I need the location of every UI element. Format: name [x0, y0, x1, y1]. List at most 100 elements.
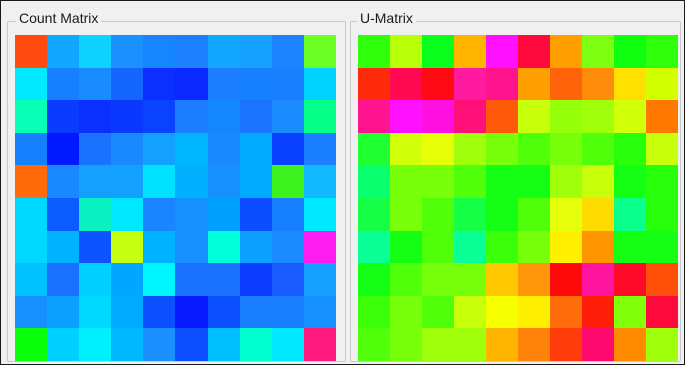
count-matrix-cell	[79, 165, 112, 198]
count-matrix-cell	[303, 197, 336, 231]
count-matrix-cell	[271, 67, 304, 101]
u-matrix-cell	[518, 263, 550, 296]
u-matrix-cell	[390, 230, 422, 264]
u-matrix-cell	[550, 35, 582, 68]
u-matrix-cell	[422, 263, 454, 296]
u-matrix-cell	[550, 132, 582, 166]
u-matrix-cell	[454, 328, 486, 361]
count-matrix-cell	[143, 295, 176, 329]
count-matrix-cell	[303, 263, 336, 296]
u-matrix-cell	[358, 263, 390, 296]
u-matrix-cell	[358, 35, 390, 68]
count-matrix-cell	[239, 35, 272, 68]
u-matrix-cell	[454, 35, 486, 68]
count-matrix-cell	[271, 263, 304, 296]
u-matrix-cell	[550, 328, 582, 361]
count-matrix-cell	[207, 230, 240, 264]
count-matrix-cell	[111, 165, 144, 198]
u-matrix-cell	[582, 295, 614, 329]
count-matrix-cell	[175, 197, 208, 231]
u-matrix-title: U-Matrix	[357, 9, 416, 27]
count-matrix-cell	[79, 197, 112, 231]
u-matrix-cell	[358, 67, 390, 101]
u-matrix-cell	[582, 67, 614, 101]
count-matrix-cell	[143, 35, 176, 68]
count-matrix-cell	[175, 35, 208, 68]
u-matrix-cell	[486, 165, 518, 198]
count-matrix-cell	[207, 165, 240, 198]
count-matrix-cell	[47, 35, 80, 68]
count-matrix-cell	[175, 230, 208, 264]
u-matrix-cell	[390, 263, 422, 296]
count-matrix-cell	[303, 165, 336, 198]
u-matrix-cell	[390, 295, 422, 329]
u-matrix-cell	[486, 100, 518, 133]
count-matrix-cell	[79, 230, 112, 264]
u-matrix-cell	[646, 295, 678, 329]
u-matrix-cell	[518, 35, 550, 68]
count-matrix-cell	[207, 132, 240, 166]
u-matrix-cell	[518, 100, 550, 133]
u-matrix-cell	[390, 132, 422, 166]
count-matrix-cell	[15, 328, 48, 361]
count-matrix-cell	[271, 35, 304, 68]
u-matrix-cell	[518, 295, 550, 329]
u-matrix-cell	[582, 197, 614, 231]
count-matrix-cell	[175, 295, 208, 329]
u-matrix-cell	[358, 100, 390, 133]
count-matrix-title: Count Matrix	[16, 9, 102, 27]
count-matrix-cell	[303, 328, 336, 361]
u-matrix-cell	[582, 230, 614, 264]
count-matrix-cell	[303, 100, 336, 133]
u-matrix-cell	[582, 263, 614, 296]
u-matrix-cell	[422, 35, 454, 68]
u-matrix-cell	[550, 100, 582, 133]
u-matrix-cell	[614, 67, 646, 101]
count-matrix-cell	[79, 295, 112, 329]
u-matrix-cell	[518, 197, 550, 231]
count-matrix-cell	[47, 165, 80, 198]
u-matrix-cell	[518, 67, 550, 101]
u-matrix-cell	[422, 328, 454, 361]
u-matrix-cell	[646, 67, 678, 101]
u-matrix-cell	[614, 197, 646, 231]
u-matrix-cell	[390, 328, 422, 361]
count-matrix-cell	[303, 67, 336, 101]
count-matrix-cell	[79, 263, 112, 296]
u-matrix-cell	[454, 132, 486, 166]
u-matrix-cell	[358, 165, 390, 198]
u-matrix-cell	[390, 197, 422, 231]
count-matrix-cell	[79, 328, 112, 361]
count-matrix-cell	[207, 67, 240, 101]
count-matrix-cell	[143, 197, 176, 231]
u-matrix-cell	[454, 197, 486, 231]
u-matrix-cell	[550, 165, 582, 198]
count-matrix-cell	[175, 165, 208, 198]
count-matrix-cell	[239, 263, 272, 296]
u-matrix-cell	[614, 132, 646, 166]
u-matrix-cell	[422, 197, 454, 231]
u-matrix-cell	[582, 165, 614, 198]
u-matrix-cell	[486, 328, 518, 361]
u-matrix-cell	[646, 230, 678, 264]
u-matrix-cell	[646, 197, 678, 231]
count-matrix-cell	[79, 67, 112, 101]
count-matrix-cell	[271, 328, 304, 361]
u-matrix-cell	[518, 132, 550, 166]
u-matrix-cell	[422, 230, 454, 264]
count-matrix-cell	[239, 295, 272, 329]
count-matrix-cell	[239, 100, 272, 133]
u-matrix-cell	[422, 132, 454, 166]
count-matrix-cell	[175, 100, 208, 133]
count-matrix-cell	[79, 100, 112, 133]
count-matrix-cell	[47, 132, 80, 166]
count-matrix-cell	[303, 132, 336, 166]
count-matrix-cell	[15, 35, 48, 68]
count-matrix-cell	[47, 295, 80, 329]
u-matrix-cell	[422, 100, 454, 133]
u-matrix-cell	[486, 197, 518, 231]
u-matrix-cell	[550, 295, 582, 329]
count-matrix-cell	[111, 35, 144, 68]
count-matrix-cell	[143, 263, 176, 296]
u-matrix-cell	[358, 328, 390, 361]
